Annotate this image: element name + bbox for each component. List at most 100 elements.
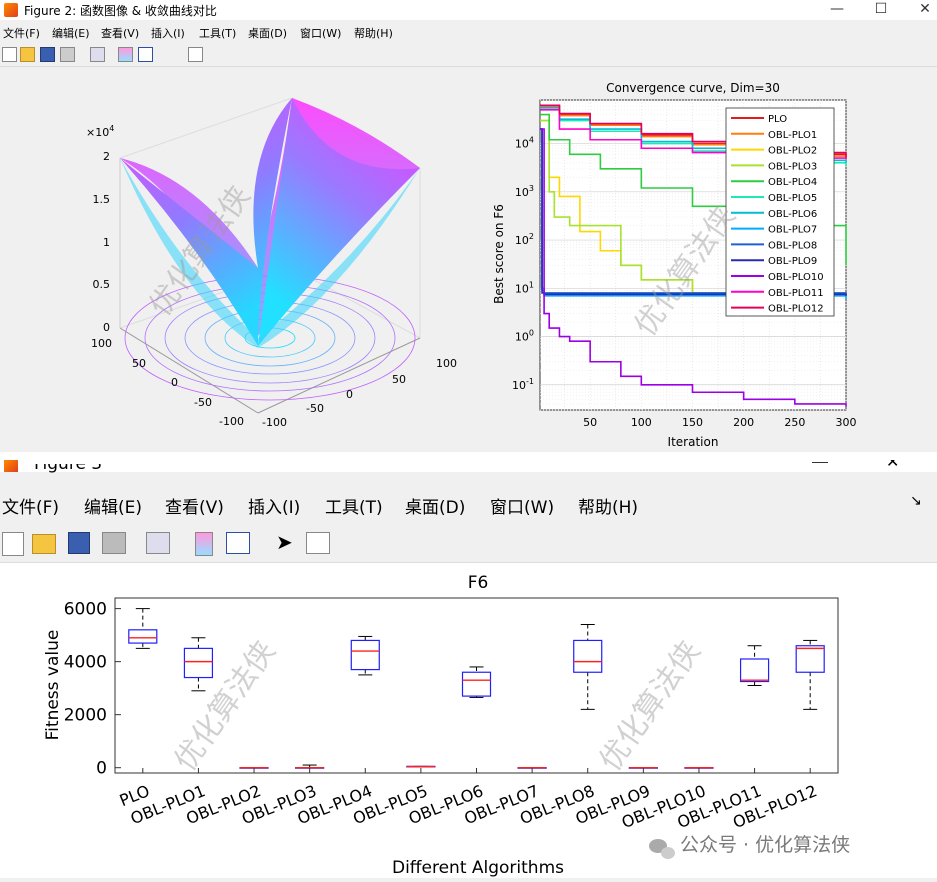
y-tick: 104 [515, 136, 534, 151]
x-tick: -50 [306, 402, 324, 415]
z-tick: 1 [103, 236, 110, 249]
y-tick: 100 [91, 337, 112, 350]
menu-help[interactable]: 帮助(H) [354, 27, 393, 40]
boxplot-boxes [128, 608, 825, 773]
box-iqr [461, 671, 492, 697]
window-title: Figure 2: 函数图像 & 收敛曲线对比 [24, 4, 217, 18]
y-tick: 2000 [64, 706, 107, 726]
menu-help[interactable]: 帮助(H) [578, 498, 639, 518]
print-icon[interactable] [60, 47, 75, 62]
legend-label: OBL-PLO1 [768, 130, 817, 141]
property-editor-icon[interactable] [188, 47, 203, 62]
menu-window[interactable]: 窗口(W) [300, 27, 342, 40]
series-line-obl-plo10 [540, 128, 847, 407]
box-obl-plo12 [795, 639, 825, 773]
new-file-icon[interactable] [2, 47, 17, 62]
legend-label: OBL-PLO11 [768, 288, 824, 299]
x-tick: 100 [436, 357, 457, 370]
convergence-title: Convergence curve, Dim=30 [606, 81, 780, 95]
y-tick: 102 [515, 232, 534, 247]
menu-window[interactable]: 窗口(W) [490, 498, 555, 518]
toolbar-2: ➤ [0, 526, 937, 563]
figure-1-svg: ×104 2 1.5 1 0.5 0 100 50 0 -50 -100 -10… [86, 81, 857, 449]
menu-edit[interactable]: 编辑(E) [84, 498, 143, 518]
toolbar: ➤ [0, 44, 937, 105]
box-obl-plo11 [739, 645, 770, 773]
wechat-label: 公众号 · 优化算法侠 [680, 834, 850, 856]
link-figure-icon[interactable] [90, 47, 105, 62]
boxplot-ylabel: Fitness value [43, 630, 63, 741]
menu-bar-2: 文件(F) 编辑(E) 查看(V) 插入(I) 工具(T) 桌面(D) 窗口(W… [0, 490, 937, 520]
figure-1-canvas: ×104 2 1.5 1 0.5 0 100 50 0 -50 -100 -10… [0, 68, 937, 449]
y-tick: 103 [515, 184, 534, 199]
open-folder-icon[interactable] [20, 47, 35, 62]
y-tick: 50 [132, 357, 146, 370]
box-obl-plo5 [406, 765, 436, 773]
menu-tools[interactable]: 工具(T) [325, 498, 383, 518]
close-button[interactable]: ✕ [919, 1, 931, 17]
menu-desktop[interactable]: 桌面(D) [248, 27, 288, 40]
menu-file[interactable]: 文件(F) [3, 27, 40, 40]
save-icon[interactable] [68, 532, 90, 554]
menu-insert[interactable]: 插入(I) [151, 27, 185, 40]
window2-titlebar: Figure 3 ✕ [0, 452, 937, 474]
z-tick-labels: 2 1.5 1 0.5 0 [93, 150, 111, 334]
figure-2-canvas: F6 6000 4000 2000 0 PLO OBL-PLO1 OBL-PLO2 OBL-… [0, 563, 937, 878]
box-obl-plo6 [461, 666, 492, 773]
legend-label: OBL-PLO9 [768, 256, 817, 267]
box-iqr [795, 645, 825, 673]
menu-tools[interactable]: 工具(T) [199, 27, 237, 40]
boxplot-x-labels: PLOOBL-PLO1OBL-PLO2OBL-PLO3OBL-PLO4OBL-P… [117, 781, 820, 832]
open-folder-icon[interactable] [32, 534, 56, 554]
colorbar-icon[interactable] [195, 532, 213, 556]
new-file-icon[interactable] [2, 532, 24, 556]
maximize-button[interactable]: ☐ [874, 1, 888, 17]
legend-icon[interactable] [226, 532, 250, 554]
legend-icon[interactable] [138, 47, 153, 62]
dock-arrow-icon[interactable]: ↘ [910, 493, 922, 509]
print-icon[interactable] [102, 532, 126, 554]
y-tick: 101 [515, 280, 534, 295]
menu-insert[interactable]: 插入(I) [248, 498, 301, 518]
surface-plot [119, 97, 421, 414]
contour-rings [124, 275, 416, 401]
pointer-icon[interactable]: ➤ [276, 530, 293, 554]
property-editor-icon[interactable] [306, 532, 330, 554]
save-icon[interactable] [40, 47, 55, 62]
convergence-x-ticks: 50 100 150 200 250 300 [583, 416, 856, 429]
z-tick: 0 [103, 321, 110, 334]
wechat-icon [661, 847, 675, 859]
convergence-y-ticks: 104 103 102 101 100 10-1 [512, 136, 534, 392]
figure-2-svg: F6 6000 4000 2000 0 PLOOBL-PLO1OBL-PLO2OBL-… [43, 573, 850, 878]
minimize-button[interactable]: — [830, 1, 844, 17]
box-obl-plo8 [573, 624, 603, 773]
boxplot-title: F6 [468, 573, 489, 593]
legend-label: OBL-PLO8 [768, 240, 817, 251]
box-obl-plo2 [239, 766, 269, 773]
box-iqr [573, 639, 603, 673]
menu-file[interactable]: 文件(F) [2, 498, 60, 518]
convergence-legend: PLO OBL-PLO1 OBL-PLO2 OBL-PLO3 OBL-PLO4 OBL-P… [725, 107, 835, 317]
x-tick: -100 [262, 416, 287, 429]
box-obl-plo10 [684, 766, 714, 773]
series-line-obl-plo3 [540, 119, 846, 294]
menu-view[interactable]: 查看(V) [165, 498, 224, 518]
menu-desktop[interactable]: 桌面(D) [405, 498, 466, 518]
link-figure-icon[interactable] [146, 532, 170, 554]
window-titlebar: Figure 2: 函数图像 & 收敛曲线对比 — ☐ ✕ [0, 0, 937, 20]
x-tick: 0 [346, 388, 353, 401]
window2-title: Figure 3 [34, 454, 103, 474]
close-button[interactable]: ✕ [886, 452, 900, 471]
x-tick: 50 [392, 373, 406, 386]
menu-edit[interactable]: 编辑(E) [52, 27, 90, 40]
x-tick: 150 [682, 416, 703, 429]
minimize-button[interactable] [812, 462, 828, 471]
legend-label: OBL-PLO2 [768, 146, 817, 157]
colorbar-icon[interactable] [118, 47, 133, 62]
box-plo [128, 608, 158, 773]
x-tick: 200 [733, 416, 754, 429]
box-obl-plo9 [628, 766, 658, 773]
menu-view[interactable]: 查看(V) [101, 27, 140, 40]
box-obl-plo3 [295, 764, 325, 773]
matlab-logo-icon [4, 460, 18, 472]
